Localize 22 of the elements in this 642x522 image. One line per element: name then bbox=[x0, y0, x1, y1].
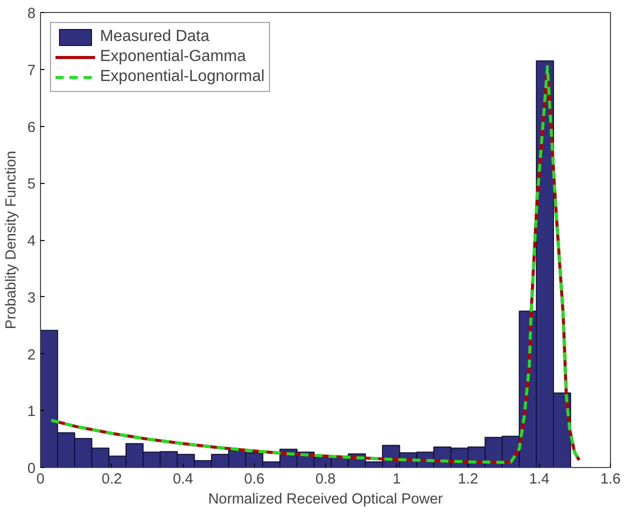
x-tick-label: 0.8 bbox=[315, 472, 336, 488]
y-tick-label: 6 bbox=[27, 120, 36, 136]
x-axis-title: Normalized Received Optical Power bbox=[208, 492, 443, 508]
legend-label: Exponential-Gamma bbox=[100, 48, 246, 66]
x-tick-label: 1.2 bbox=[458, 472, 478, 488]
legend-label: Exponential-Lognormal bbox=[100, 68, 265, 86]
y-axis-title: Probablity Density Function bbox=[3, 150, 20, 330]
y-tick-label: 0 bbox=[27, 461, 36, 477]
x-tick-label: 1.6 bbox=[600, 472, 621, 488]
y-tick-label: 7 bbox=[27, 62, 36, 79]
x-tick-label: 1 bbox=[392, 472, 401, 488]
y-tick-label: 3 bbox=[27, 290, 36, 306]
x-tick-label: 1.4 bbox=[529, 472, 550, 488]
x-tick-label: 0.4 bbox=[172, 472, 194, 488]
x-tick-label: 0.2 bbox=[102, 472, 122, 488]
y-tick-label: 2 bbox=[27, 347, 36, 364]
y-tick-label: 1 bbox=[27, 404, 36, 420]
legend-label: Measured Data bbox=[100, 28, 210, 46]
y-tick-label: 5 bbox=[27, 176, 36, 193]
y-tick-label: 4 bbox=[27, 234, 36, 250]
x-tick-label: 0.6 bbox=[244, 472, 264, 488]
y-tick-label: 8 bbox=[27, 6, 36, 22]
